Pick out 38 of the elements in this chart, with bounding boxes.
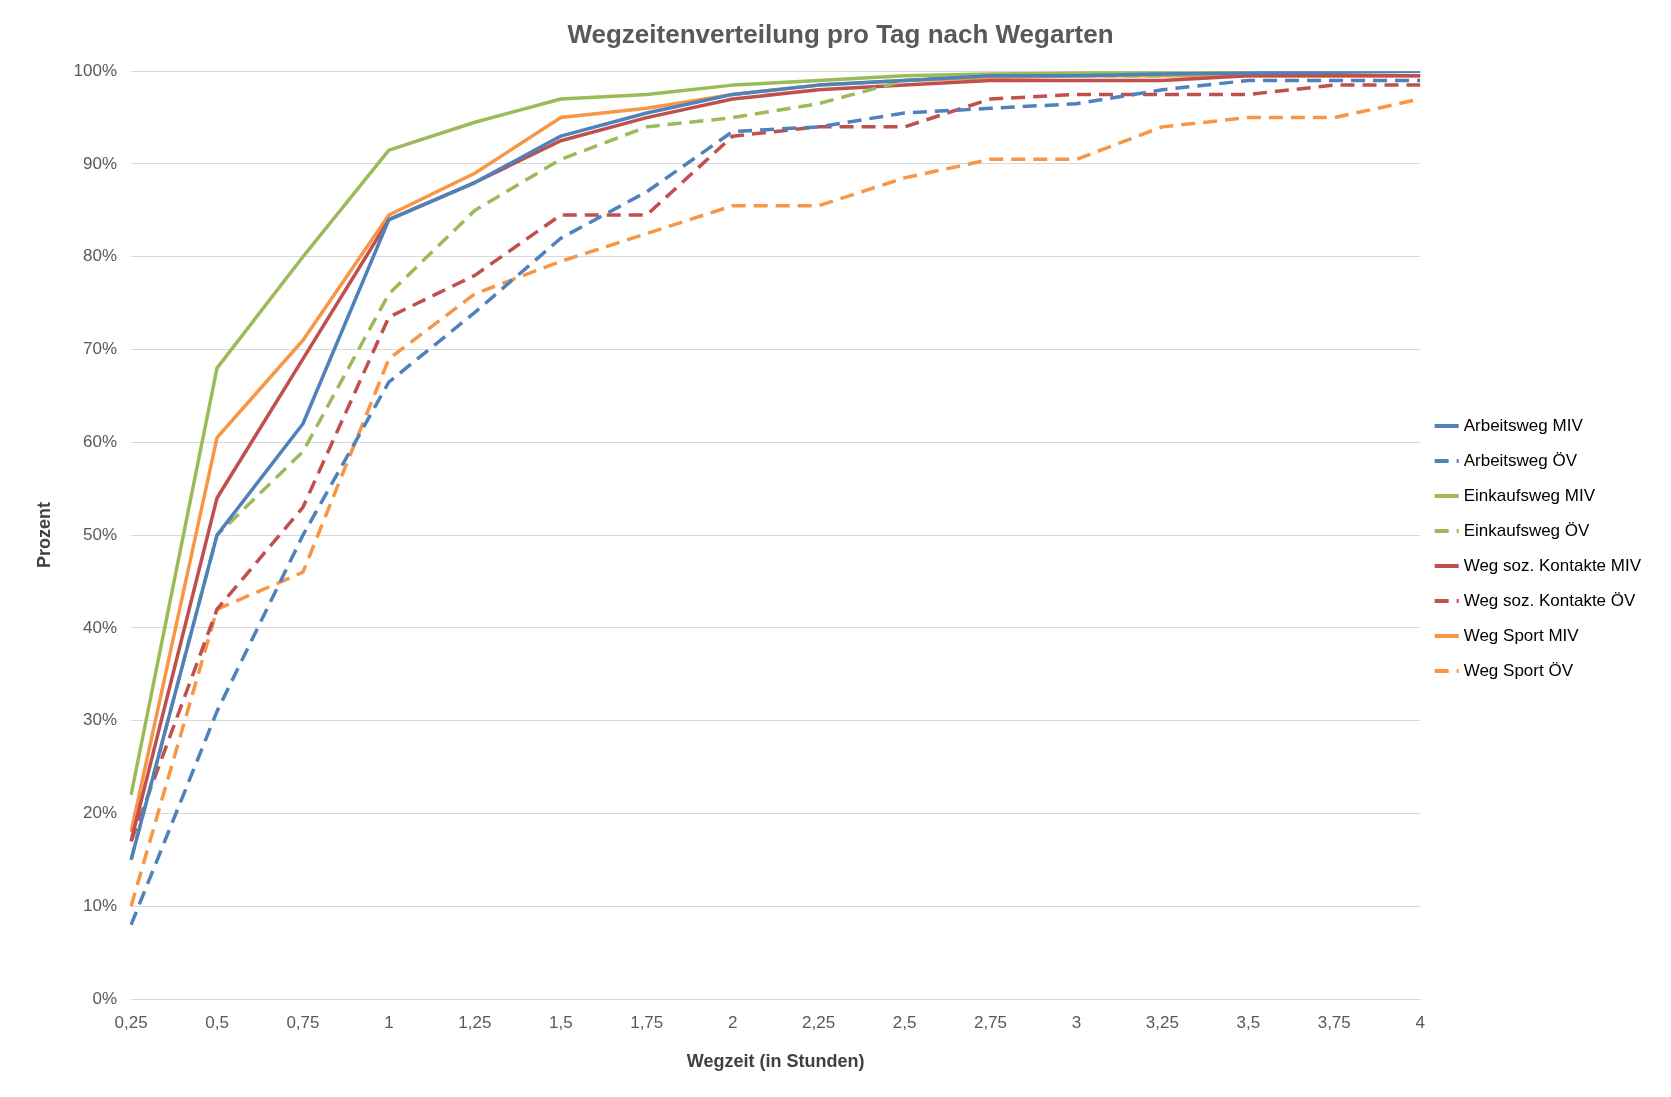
y-tick-label: 60% bbox=[83, 432, 118, 452]
x-axis-title: Wegzeit (in Stunden) bbox=[686, 1051, 865, 1072]
x-tick-label: 1,5 bbox=[548, 1012, 573, 1032]
y-tick-label: 10% bbox=[83, 895, 118, 915]
y-tick-label: 80% bbox=[83, 246, 118, 266]
chart-title: Wegzeitenverteilung pro Tag nach Wegarten bbox=[567, 18, 1114, 49]
legend-label: Weg soz. Kontakte MIV bbox=[1463, 555, 1642, 575]
y-tick-label: 100% bbox=[73, 60, 118, 80]
y-tick-label: 40% bbox=[83, 617, 118, 637]
y-tick-label: 20% bbox=[83, 803, 118, 823]
y-axis-title: Prozent bbox=[33, 502, 54, 569]
legend-label: Weg soz. Kontakte ÖV bbox=[1463, 590, 1636, 610]
x-tick-label: 2,5 bbox=[892, 1012, 917, 1032]
x-tick-label: 0,5 bbox=[205, 1012, 229, 1032]
legend-label: Einkaufsweg MIV bbox=[1463, 485, 1596, 505]
x-tick-label: 2,25 bbox=[802, 1012, 836, 1032]
x-tick-label: 0,25 bbox=[114, 1012, 148, 1032]
y-tick-label: 90% bbox=[83, 153, 118, 173]
legend-label: Einkaufsweg ÖV bbox=[1463, 520, 1591, 540]
y-tick-label: 70% bbox=[83, 339, 118, 359]
x-tick-label: 1,25 bbox=[458, 1012, 492, 1032]
x-tick-label: 3 bbox=[1071, 1012, 1082, 1032]
x-tick-label: 1,75 bbox=[630, 1012, 664, 1032]
legend-label: Weg Sport MIV bbox=[1463, 625, 1580, 645]
legend-label: Arbeitsweg MIV bbox=[1463, 415, 1584, 435]
x-tick-label: 2 bbox=[727, 1012, 738, 1032]
legend-label: Weg Sport ÖV bbox=[1463, 660, 1574, 680]
legend-label: Arbeitsweg ÖV bbox=[1463, 450, 1578, 470]
x-tick-label: 0,75 bbox=[286, 1012, 320, 1032]
x-tick-label: 3,75 bbox=[1317, 1012, 1351, 1032]
x-tick-label: 2,75 bbox=[973, 1012, 1008, 1032]
x-tick-label: 3,25 bbox=[1145, 1012, 1179, 1032]
x-tick-label: 1 bbox=[384, 1012, 394, 1032]
y-tick-label: 50% bbox=[83, 524, 118, 544]
x-tick-label: 4 bbox=[1415, 1012, 1425, 1032]
y-tick-label: 30% bbox=[83, 710, 118, 730]
x-tick-label: 3,5 bbox=[1236, 1012, 1261, 1032]
y-tick-label: 0% bbox=[92, 988, 118, 1008]
